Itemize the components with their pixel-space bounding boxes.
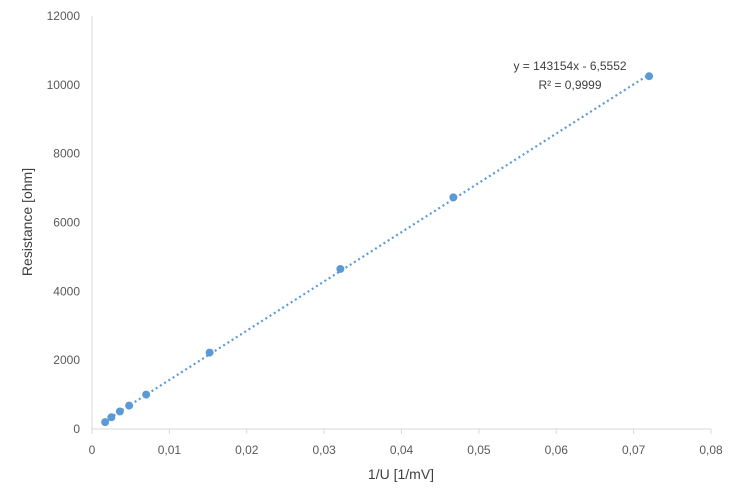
data-point <box>205 348 214 357</box>
x-tick-label: 0,01 <box>158 443 182 457</box>
y-tick-label: 4000 <box>53 284 80 298</box>
data-point <box>107 413 116 422</box>
series <box>101 72 654 427</box>
trendline <box>104 73 650 422</box>
axes <box>91 16 712 434</box>
trendline-equation: y = 143154x - 6,5552 <box>513 59 626 73</box>
tick-labels: 0 0,01 0,02 0,03 0,04 0,05 0,06 0,07 0,08 0 2000 40… <box>47 9 723 457</box>
x-tick-label: 0,08 <box>699 443 723 457</box>
x-tick-label: 0,06 <box>545 443 569 457</box>
y-tick-label: 10000 <box>47 78 81 92</box>
data-point <box>115 407 124 416</box>
x-tick-label: 0,04 <box>390 443 414 457</box>
data-point <box>449 193 458 202</box>
x-tick-label: 0,05 <box>467 443 491 457</box>
x-tick-label: 0,02 <box>235 443 259 457</box>
x-axis-title: 1/U [1/mV] <box>368 466 434 482</box>
x-tick-label: 0,03 <box>312 443 336 457</box>
y-tick-label: 0 <box>73 422 80 436</box>
r-squared-label: R² = 0,9999 <box>538 78 601 92</box>
x-tick-label: 0 <box>89 443 96 457</box>
data-point <box>645 72 654 81</box>
data-point <box>101 418 110 427</box>
y-tick-label: 6000 <box>53 216 80 230</box>
data-point <box>336 264 345 273</box>
data-point <box>125 401 134 410</box>
y-tick-label: 2000 <box>53 353 80 367</box>
y-tick-label: 12000 <box>47 9 81 23</box>
y-axis-title: Resistance [ohm] <box>19 168 35 276</box>
data-point <box>142 390 151 399</box>
x-tick-label: 0,07 <box>622 443 646 457</box>
y-tick-label: 8000 <box>53 147 80 161</box>
